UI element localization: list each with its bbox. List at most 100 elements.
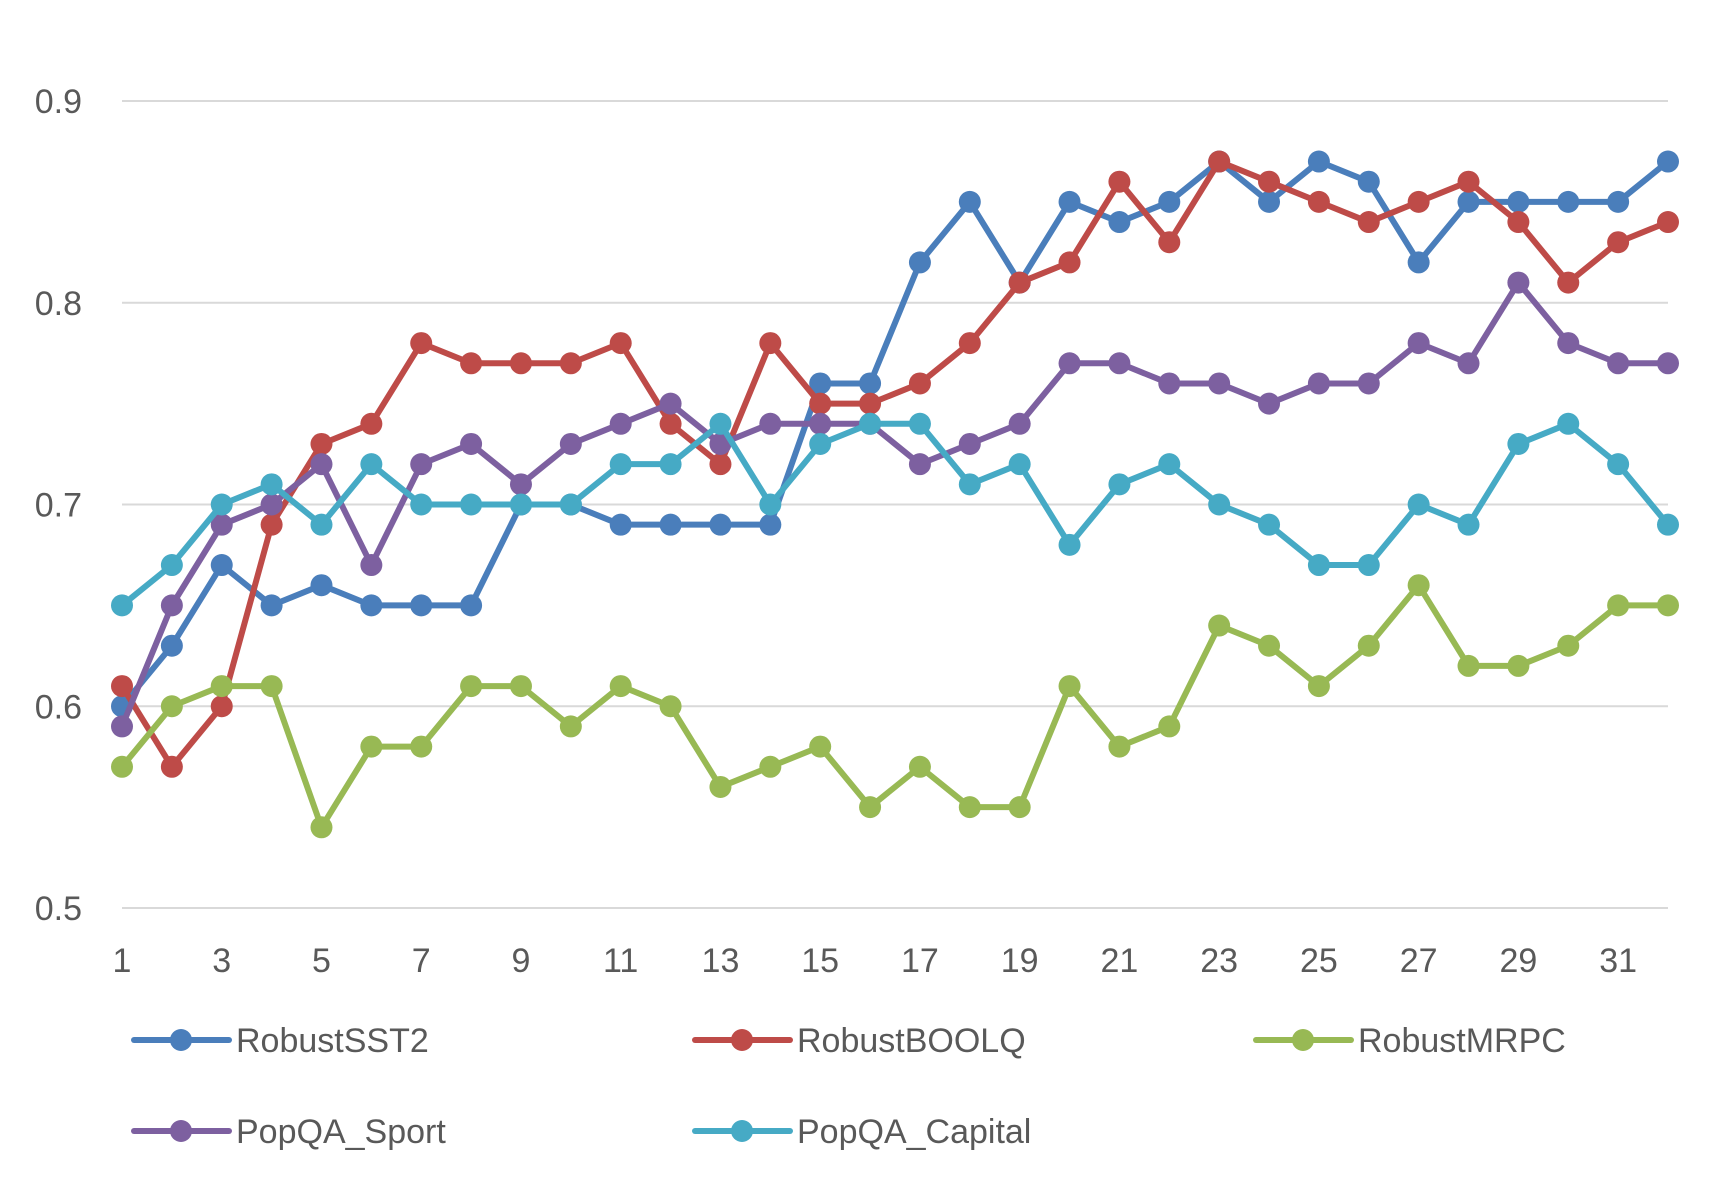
data-point-popqa-capital <box>559 493 582 516</box>
legend-label-robustboolq: RobustBOOLQ <box>797 1022 1026 1060</box>
data-point-robustboolq <box>460 352 483 375</box>
data-point-popqa-capital <box>1457 513 1480 536</box>
data-point-popqa-capital <box>1258 513 1281 536</box>
data-point-robustmrpc <box>1607 594 1630 617</box>
data-point-robustsst2 <box>1058 190 1081 213</box>
data-point-robustboolq <box>1607 231 1630 254</box>
data-point-popqa-capital <box>859 412 882 435</box>
data-point-robustmrpc <box>210 675 233 698</box>
data-point-robustsst2 <box>1158 190 1181 213</box>
data-point-robustsst2 <box>260 594 283 617</box>
data-point-popqa-sport <box>1208 372 1231 395</box>
data-point-robustsst2 <box>1457 190 1480 213</box>
data-point-robustmrpc <box>310 816 333 839</box>
series-layer <box>111 150 1679 839</box>
y-tick-label: 0.8 <box>35 285 82 323</box>
x-tick-label: 13 <box>702 942 740 980</box>
data-point-robustsst2 <box>360 594 383 617</box>
data-point-popqa-sport <box>1407 332 1430 355</box>
data-point-robustboolq <box>111 675 133 698</box>
legend-marker-popqa-sport <box>170 1120 192 1142</box>
data-point-popqa-capital <box>160 554 183 577</box>
data-point-robustmrpc <box>1258 634 1281 657</box>
data-point-popqa-capital <box>310 513 333 536</box>
x-tick-label: 9 <box>512 942 531 980</box>
data-point-robustmrpc <box>1208 614 1231 637</box>
data-point-robustboolq <box>859 392 882 415</box>
data-point-popqa-sport <box>1008 412 1031 435</box>
x-tick-label: 21 <box>1101 942 1139 980</box>
x-tick-label: 25 <box>1300 942 1338 980</box>
data-point-robustsst2 <box>908 251 931 274</box>
legend-item-popqa-capital: PopQA_Capital <box>692 1113 1031 1151</box>
data-point-robustmrpc <box>360 735 383 758</box>
data-point-popqa-sport <box>160 594 183 617</box>
data-point-robustboolq <box>310 432 333 455</box>
legend-marker-robustsst2 <box>170 1029 192 1051</box>
data-point-popqa-capital <box>410 493 433 516</box>
data-point-popqa-sport <box>509 473 532 496</box>
data-point-robustmrpc <box>1507 654 1530 677</box>
data-point-robustmrpc <box>1457 654 1480 677</box>
data-point-robustboolq <box>1557 271 1580 294</box>
x-tick-label: 1 <box>113 942 132 980</box>
y-tick-label: 0.6 <box>35 688 82 726</box>
data-point-robustboolq <box>160 755 183 778</box>
data-point-robustmrpc <box>759 755 782 778</box>
data-point-robustboolq <box>360 412 383 435</box>
data-point-popqa-sport <box>809 412 832 435</box>
data-point-popqa-capital <box>809 432 832 455</box>
data-point-popqa-sport <box>1307 372 1330 395</box>
data-point-popqa-sport <box>1357 372 1380 395</box>
legend-label-popqa-sport: PopQA_Sport <box>236 1113 446 1151</box>
data-point-robustmrpc <box>958 796 981 819</box>
data-point-robustboolq <box>1158 231 1181 254</box>
data-point-robustboolq <box>260 513 283 536</box>
data-point-robustsst2 <box>1607 190 1630 213</box>
data-point-popqa-sport <box>1457 352 1480 375</box>
data-point-popqa-capital <box>908 412 931 435</box>
data-point-robustsst2 <box>809 372 832 395</box>
data-point-popqa-capital <box>1108 473 1131 496</box>
data-point-robustboolq <box>908 372 931 395</box>
data-point-popqa-capital <box>460 493 483 516</box>
x-tick-label: 11 <box>603 942 638 980</box>
data-point-popqa-capital <box>260 473 283 496</box>
data-point-robustmrpc <box>659 695 682 718</box>
data-point-robustmrpc <box>410 735 433 758</box>
data-point-popqa-capital <box>609 453 632 476</box>
data-point-robustmrpc <box>1158 715 1181 738</box>
x-axis-tick-labels: 1 3 5 7 9 11 13 15 17 19 21 23 25 27 29 31 <box>113 942 1638 980</box>
data-point-popqa-sport <box>1158 372 1181 395</box>
legend-label-robustmrpc: RobustMRPC <box>1358 1022 1566 1060</box>
data-point-robustboolq <box>559 352 582 375</box>
data-point-robustmrpc <box>859 796 882 819</box>
data-point-robustsst2 <box>210 554 233 577</box>
data-point-popqa-sport <box>1258 392 1281 415</box>
data-point-popqa-sport <box>1557 332 1580 355</box>
data-point-robustmrpc <box>1108 735 1131 758</box>
data-point-popqa-capital <box>1307 554 1330 577</box>
data-point-popqa-sport <box>260 493 283 516</box>
data-point-robustboolq <box>1357 211 1380 234</box>
data-point-popqa-sport <box>360 554 383 577</box>
data-point-robustmrpc <box>509 675 532 698</box>
data-point-robustboolq <box>609 332 632 355</box>
legend-item-popqa-sport: PopQA_Sport <box>131 1113 446 1151</box>
data-point-popqa-sport <box>1507 271 1530 294</box>
legend-item-robustmrpc: RobustMRPC <box>1253 1022 1566 1060</box>
series-line-popqa-capital <box>119 420 1671 609</box>
x-tick-label: 19 <box>1001 942 1039 980</box>
data-point-robustboolq <box>759 332 782 355</box>
data-point-robustmrpc <box>809 735 832 758</box>
data-point-robustmrpc <box>1657 594 1679 617</box>
data-point-robustboolq <box>1008 271 1031 294</box>
data-point-robustmrpc <box>111 755 133 778</box>
data-point-robustsst2 <box>759 513 782 536</box>
data-point-robustmrpc <box>160 695 183 718</box>
data-point-robustmrpc <box>260 675 283 698</box>
data-point-robustboolq <box>1657 211 1679 234</box>
data-point-popqa-capital <box>1657 513 1679 536</box>
data-point-robustsst2 <box>859 372 882 395</box>
series-robustmrpc <box>111 574 1679 839</box>
